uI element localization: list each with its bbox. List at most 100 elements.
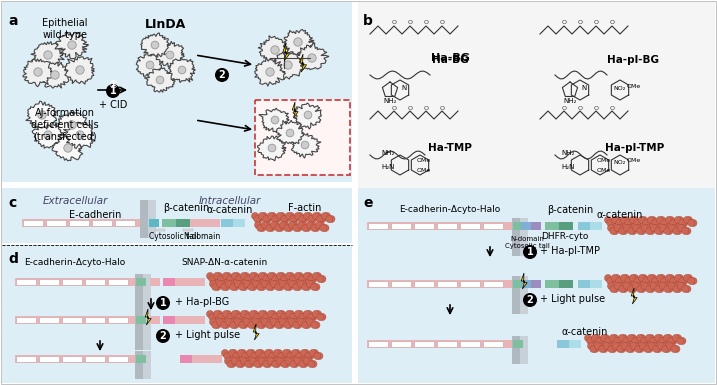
Circle shape: [648, 343, 655, 350]
Text: Cytosolic tail: Cytosolic tail: [505, 243, 549, 249]
Circle shape: [323, 213, 331, 219]
Circle shape: [645, 219, 652, 226]
Bar: [437, 281, 457, 287]
Circle shape: [648, 228, 655, 234]
Circle shape: [634, 219, 641, 226]
Text: ①: ①: [108, 80, 118, 90]
Circle shape: [282, 221, 288, 229]
Circle shape: [657, 286, 664, 293]
Circle shape: [301, 313, 308, 320]
Circle shape: [308, 318, 315, 325]
Circle shape: [665, 275, 673, 281]
Circle shape: [288, 281, 295, 288]
Circle shape: [279, 318, 286, 325]
Circle shape: [264, 221, 270, 229]
Circle shape: [297, 273, 303, 280]
Circle shape: [589, 338, 596, 345]
Circle shape: [612, 228, 619, 234]
Circle shape: [270, 273, 277, 280]
Text: H₂N: H₂N: [381, 164, 394, 170]
Circle shape: [291, 350, 298, 357]
Circle shape: [630, 335, 637, 341]
Circle shape: [658, 275, 665, 281]
Circle shape: [587, 338, 594, 345]
Circle shape: [666, 228, 673, 234]
Circle shape: [267, 273, 274, 280]
Circle shape: [668, 216, 675, 224]
Circle shape: [246, 350, 253, 357]
Circle shape: [523, 293, 537, 307]
Circle shape: [619, 345, 626, 353]
Circle shape: [652, 345, 660, 353]
Bar: [569, 340, 581, 348]
Circle shape: [51, 71, 60, 79]
Circle shape: [300, 221, 306, 229]
Circle shape: [292, 276, 299, 283]
Circle shape: [674, 216, 681, 224]
Polygon shape: [167, 59, 195, 83]
Circle shape: [627, 219, 634, 226]
Circle shape: [670, 224, 678, 231]
Bar: [162, 219, 176, 227]
Circle shape: [254, 313, 261, 320]
Circle shape: [623, 283, 630, 290]
Circle shape: [647, 275, 654, 281]
Circle shape: [218, 276, 224, 283]
Circle shape: [642, 278, 650, 285]
Circle shape: [637, 228, 644, 234]
Circle shape: [305, 353, 312, 360]
Circle shape: [601, 345, 608, 353]
Circle shape: [232, 321, 239, 328]
Circle shape: [244, 360, 252, 368]
Circle shape: [222, 350, 229, 357]
Circle shape: [274, 276, 281, 283]
Text: NH₂: NH₂: [564, 98, 576, 104]
Circle shape: [293, 283, 300, 291]
Circle shape: [265, 313, 272, 320]
Circle shape: [654, 278, 661, 285]
Circle shape: [607, 224, 614, 231]
Circle shape: [310, 283, 318, 291]
Bar: [150, 278, 160, 286]
Circle shape: [285, 358, 293, 365]
Circle shape: [228, 350, 235, 357]
Circle shape: [313, 283, 320, 291]
Polygon shape: [55, 32, 89, 59]
Bar: [521, 222, 531, 230]
Circle shape: [619, 286, 626, 293]
Circle shape: [304, 111, 312, 119]
Bar: [520, 276, 528, 314]
Circle shape: [271, 116, 279, 124]
Circle shape: [297, 310, 303, 318]
Bar: [520, 218, 528, 256]
Circle shape: [302, 283, 309, 291]
Circle shape: [630, 216, 636, 224]
Circle shape: [609, 228, 617, 234]
Circle shape: [270, 318, 277, 325]
Circle shape: [209, 276, 216, 283]
Bar: [221, 219, 233, 227]
Circle shape: [594, 343, 602, 350]
Circle shape: [286, 129, 294, 137]
Circle shape: [255, 221, 262, 229]
Circle shape: [265, 350, 271, 357]
Circle shape: [252, 358, 259, 365]
Circle shape: [308, 313, 315, 320]
Circle shape: [265, 360, 272, 368]
Circle shape: [656, 275, 663, 281]
Circle shape: [256, 313, 263, 320]
Circle shape: [607, 338, 614, 345]
Text: O: O: [424, 105, 429, 110]
Text: E-cadherin-Δcyto-Halo: E-cadherin-Δcyto-Halo: [24, 258, 125, 267]
Circle shape: [250, 358, 256, 365]
Circle shape: [668, 338, 675, 345]
Circle shape: [523, 245, 537, 259]
Circle shape: [216, 273, 222, 280]
Circle shape: [659, 283, 666, 290]
Circle shape: [650, 338, 657, 345]
Text: Ha-pl-TMP: Ha-pl-TMP: [605, 143, 665, 153]
Circle shape: [213, 310, 220, 318]
Circle shape: [267, 358, 274, 365]
Circle shape: [267, 310, 274, 318]
Circle shape: [655, 228, 662, 234]
